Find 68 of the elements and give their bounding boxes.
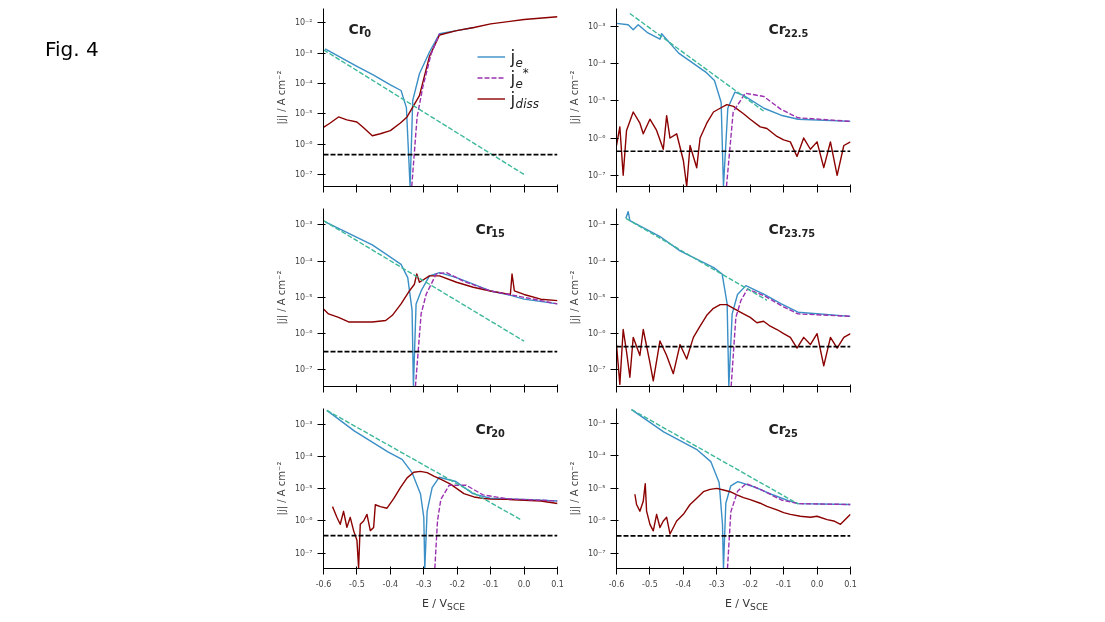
y-tick-label: 10⁻⁷ (587, 365, 606, 375)
y-tick-label: 10⁻⁴ (587, 451, 606, 461)
x-tick-label: -0.5 (642, 579, 658, 589)
y-tick-label: 10⁻⁵ (294, 109, 313, 119)
y-tick-label: 10⁻⁵ (587, 292, 606, 302)
y-axis-title: |j| / A cm⁻² (568, 70, 581, 125)
y-tick-label: 10⁻³ (294, 48, 313, 58)
y-axis-title: |j| / A cm⁻² (568, 270, 581, 325)
line-series (323, 16, 558, 137)
x-tick-label: -0.3 (708, 579, 725, 589)
line-series (730, 288, 851, 387)
y-tick-label: 10⁻³ (294, 420, 313, 430)
line-series (726, 482, 851, 569)
x-axis-title: E / V$_{SCE}$ (420, 596, 467, 614)
y-tick-label: 10⁻⁶ (294, 516, 313, 526)
x-tick-label: -0.4 (675, 579, 692, 589)
x-tick-label: -0.2 (449, 579, 466, 589)
line-series (414, 271, 558, 387)
y-tick-label: 10⁻⁵ (587, 483, 606, 493)
y-tick-label: 10⁻² (294, 18, 313, 28)
y-tick-label: 10⁻⁷ (587, 170, 606, 180)
line-series (323, 273, 558, 323)
y-tick-label: 10⁻⁶ (294, 139, 313, 149)
y-tick-label: 10⁻⁴ (587, 256, 606, 266)
y-tick-label: 10⁻⁶ (587, 133, 606, 143)
y-tick-label: 10⁻⁴ (294, 79, 313, 89)
y-tick-label: 10⁻⁷ (294, 365, 313, 375)
y-axis-title: |j| / A cm⁻² (275, 461, 288, 516)
x-tick-label: -0.2 (742, 579, 759, 589)
y-tick-label: 10⁻³ (587, 21, 606, 31)
y-tick-label: 10⁻⁵ (294, 292, 313, 302)
line-series (725, 92, 851, 187)
y-tick-label: 10⁻⁶ (587, 329, 606, 339)
y-tick-label: 10⁻⁴ (587, 59, 606, 69)
line-series (434, 484, 558, 569)
x-tick-label: -0.3 (415, 579, 432, 589)
line-series (411, 33, 441, 187)
y-axis-title: |j| / A cm⁻² (568, 461, 581, 516)
y-tick-label: 10⁻⁴ (294, 256, 313, 266)
x-tick-label: -0.1 (775, 579, 792, 589)
x-tick-label: -0.6 (315, 579, 332, 589)
x-tick-label: 0.1 (551, 579, 564, 589)
y-tick-label: 10⁻⁵ (587, 96, 606, 106)
x-tick-label: -0.1 (482, 579, 499, 589)
y-tick-label: 10⁻³ (587, 418, 606, 428)
y-tick-label: 10⁻⁶ (587, 516, 606, 526)
y-tick-label: 10⁻⁷ (587, 549, 606, 559)
y-tick-label: 10⁻⁷ (294, 169, 313, 179)
line-series (634, 482, 851, 535)
x-tick-label: 0.0 (810, 579, 824, 589)
y-axis-title: |j| / A cm⁻² (275, 70, 288, 125)
y-tick-label: 10⁻⁶ (294, 329, 313, 339)
y-tick-label: 10⁻³ (294, 220, 313, 230)
line-series (625, 210, 851, 387)
y-tick-label: 10⁻⁵ (294, 484, 313, 494)
line-series (331, 470, 558, 569)
y-tick-label: 10⁻⁷ (294, 548, 313, 558)
x-tick-label: -0.5 (349, 579, 365, 589)
x-axis-title: E / V$_{SCE}$ (723, 596, 770, 614)
line-series (630, 408, 851, 569)
y-axis-title: |j| / A cm⁻² (275, 270, 288, 325)
y-tick-label: 10⁻⁴ (294, 452, 313, 462)
x-tick-label: -0.4 (382, 579, 399, 589)
x-tick-label: 0.1 (844, 579, 857, 589)
x-tick-label: -0.6 (608, 579, 625, 589)
x-tick-label: 0.0 (517, 579, 531, 589)
caption: Fig. 4 (45, 36, 99, 63)
y-tick-label: 10⁻³ (587, 220, 606, 230)
